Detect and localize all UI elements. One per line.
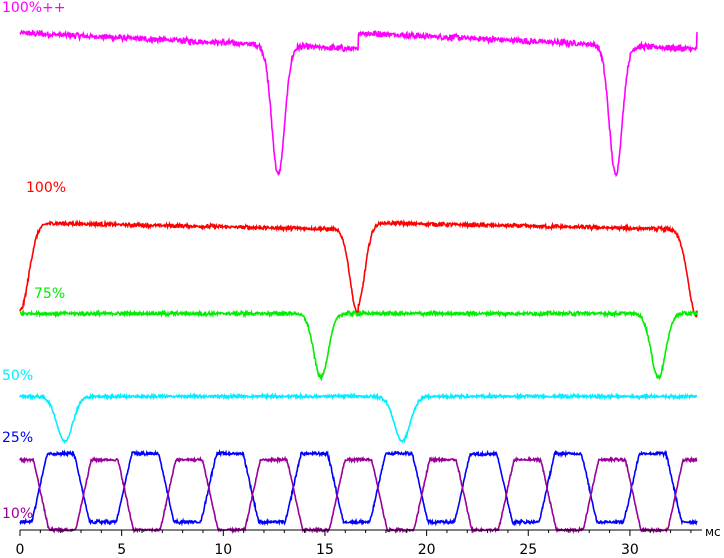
series-label-100: 100% [26, 180, 66, 196]
x-tick-label-30: 30 [621, 542, 639, 558]
series-label-50: 50% [2, 368, 33, 384]
trace-100-line [19, 219, 698, 318]
trace-50-line [19, 391, 698, 445]
trace-25-line [19, 448, 698, 527]
traces-group [19, 28, 698, 535]
trace-75-line [19, 308, 698, 382]
x-axis: 0 5 10 15 20 25 30 мс [16, 525, 721, 558]
trace-10-line [19, 455, 698, 535]
x-tick-label-5: 5 [117, 542, 126, 558]
x-unit-label: мс [705, 525, 721, 539]
series-label-25: 25% [2, 430, 33, 446]
x-tick-label-15: 15 [316, 542, 334, 558]
series-label-10: 10% [2, 506, 33, 522]
x-ticks-group: 0 5 10 15 20 25 30 [16, 530, 692, 558]
x-tick-label-0: 0 [16, 542, 25, 558]
series-label-75: 75% [34, 286, 65, 302]
x-tick-label-10: 10 [214, 542, 232, 558]
x-tick-label-25: 25 [519, 542, 537, 558]
series-labels-group: 100%++ 100% 75% 50% 25% 10% [2, 0, 66, 522]
trace-100-line [19, 28, 698, 178]
x-tick-label-20: 20 [418, 542, 436, 558]
series-label-100: 100%++ [2, 0, 66, 16]
